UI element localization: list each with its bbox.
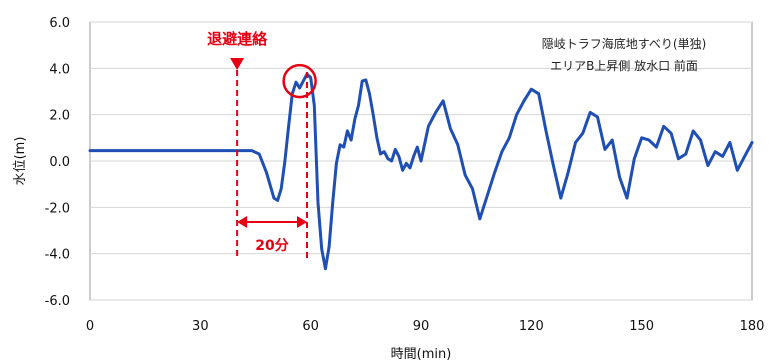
water-level-series-line — [88, 72, 754, 271]
y-tick-label: 2.0 — [49, 109, 70, 124]
duration-label: 20分 — [255, 238, 288, 254]
x-tick-label: 0 — [86, 319, 94, 334]
note-line-1: 隠岐トラフ海底地すべり(単独) — [542, 36, 707, 51]
x-tick-label: 90 — [413, 319, 430, 334]
y-tick-label: 4.0 — [49, 62, 70, 77]
x-tick-label: 150 — [629, 319, 654, 334]
y-tick-label: 6.0 — [49, 16, 70, 31]
y-tick-label: -4.0 — [45, 248, 70, 263]
x-tick-label: 180 — [740, 319, 765, 334]
x-axis-label: 時間(min) — [391, 347, 452, 362]
y-tick-label: 0.0 — [49, 155, 70, 170]
duration-arrow-left — [237, 216, 248, 228]
x-tick-label: 120 — [519, 319, 544, 334]
note-line-2: エリアB上昇側 放水口 前面 — [550, 58, 698, 73]
peak-circle — [282, 63, 317, 99]
duration-arrow-right — [296, 216, 307, 228]
y-axis-label: 水位(m) — [13, 137, 28, 186]
evacuation-marker — [230, 58, 245, 70]
y-tick-label: -6.0 — [45, 294, 70, 309]
evacuation-label: 退避連絡 — [207, 30, 268, 48]
y-tick-label: -2.0 — [45, 201, 70, 216]
x-tick-label: 60 — [302, 319, 319, 334]
x-tick-label: 30 — [192, 319, 209, 334]
